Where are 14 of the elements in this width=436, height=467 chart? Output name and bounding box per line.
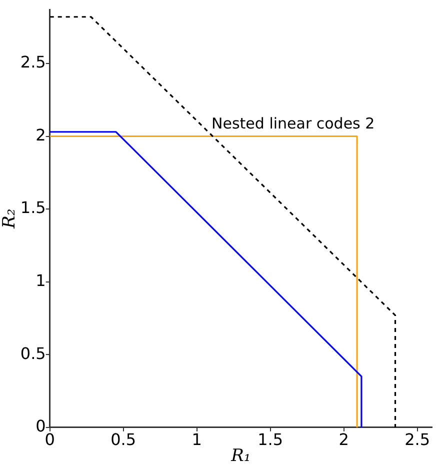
annotation: Nested linear codes 2 — [212, 114, 375, 132]
y-tick-label: 0.5 — [20, 344, 46, 363]
x-tick-label: 2 — [338, 430, 349, 450]
x-tick-label: 1 — [192, 430, 202, 450]
y-tick-label: 1.5 — [20, 198, 46, 218]
x-axis-title: R₁ — [230, 446, 251, 466]
x-tick-label: 0.5 — [110, 430, 136, 450]
y-tick-label: 2 — [36, 125, 46, 144]
y-axis-title: R₂ — [0, 208, 20, 230]
y-tick-label: 1 — [36, 270, 46, 290]
x-tick-label: 1.5 — [258, 430, 284, 450]
y-tick-label: 2.5 — [20, 52, 46, 72]
x-tick-label: 2.5 — [404, 430, 430, 450]
y-tick-label: 0 — [36, 416, 46, 436]
